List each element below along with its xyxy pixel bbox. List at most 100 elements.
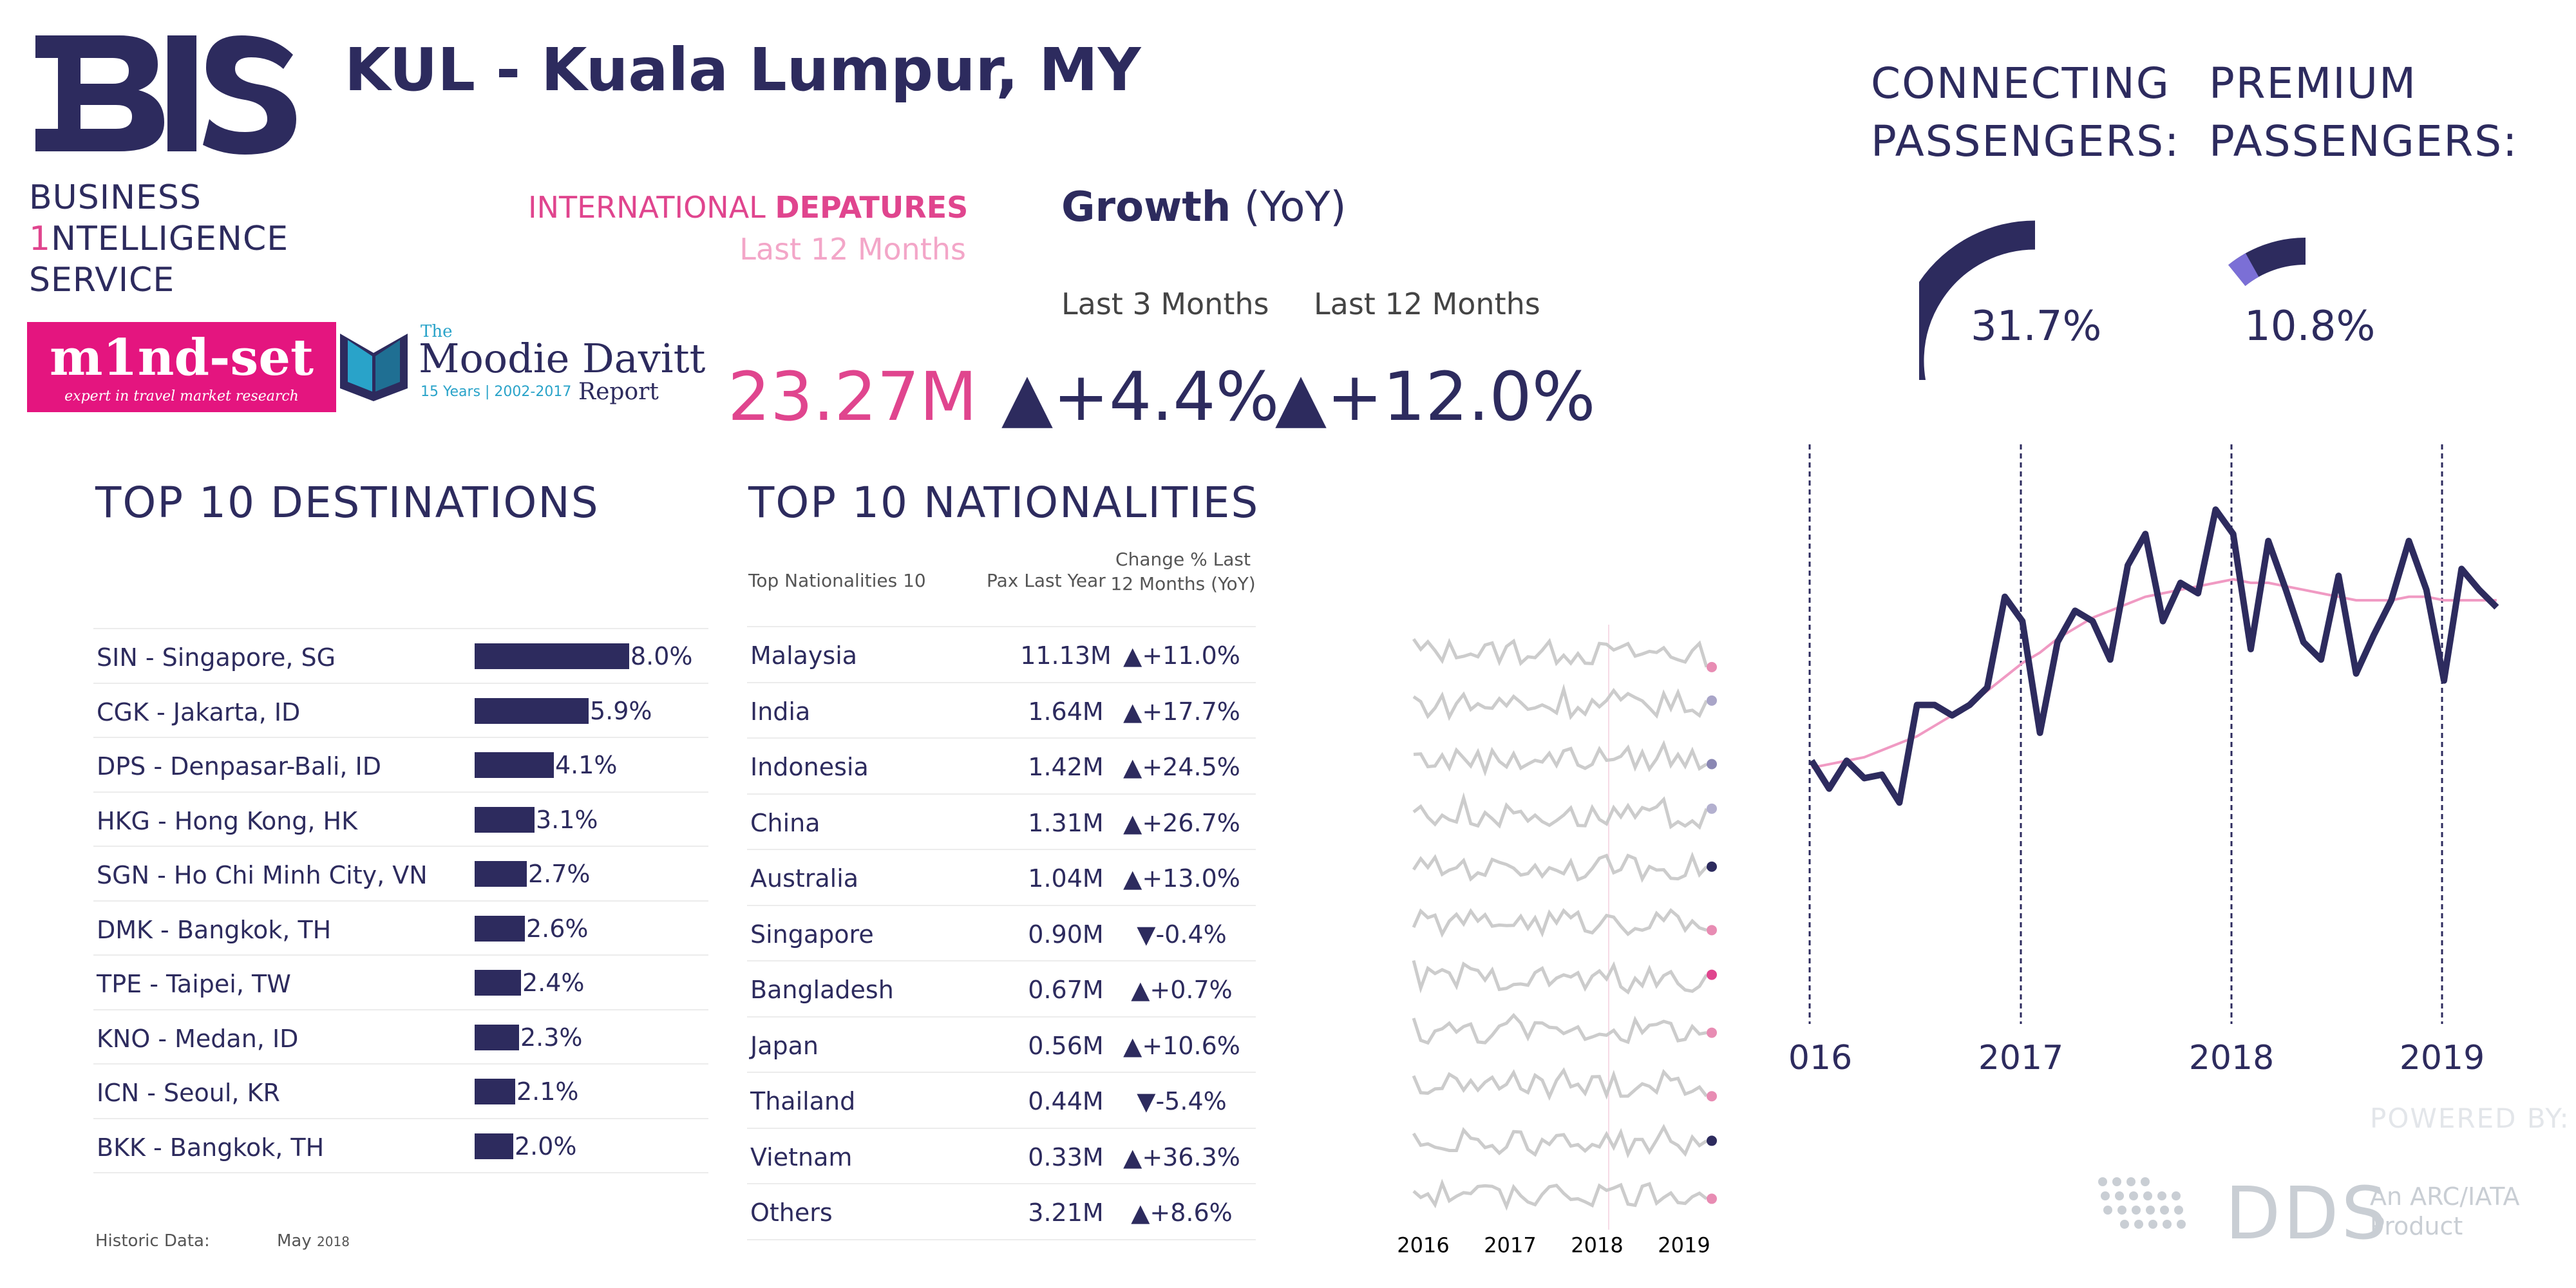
sparkline-end-dot [1707, 925, 1717, 936]
connecting-pct: 31.7% [1971, 303, 2102, 350]
dest-value: 2.3% [520, 1023, 583, 1052]
dest-bar [475, 752, 554, 778]
sparkline [1412, 791, 1709, 830]
dest-value: 2.1% [516, 1077, 579, 1106]
dest-row: TPE - Taipei, TW 2.4% [93, 954, 708, 1009]
nat-bottom-rule [747, 1238, 1256, 1240]
dds-dot [2177, 1220, 2186, 1229]
nat-pax: 1.42M [1028, 753, 1104, 781]
nat-change: ▲+10.6% [1123, 1031, 1240, 1060]
sparkline-end-dot [1707, 1193, 1717, 1204]
page-title: KUL - Kuala Lumpur, MY [345, 35, 1141, 104]
nat-name: China [750, 808, 820, 837]
nat-name: Indonesia [750, 753, 869, 781]
nat-change: ▲+0.7% [1131, 976, 1233, 1004]
mindset-name: m1nd-set [50, 328, 314, 387]
nat-name: Japan [750, 1031, 819, 1060]
nat-pax: 1.31M [1028, 808, 1104, 837]
sparkline-end-dot [1707, 1091, 1717, 1102]
departures-value: 23.27M [728, 357, 978, 436]
nationalities-title: TOP 10 NATIONALITIES [748, 478, 1260, 527]
dds-dot [2141, 1177, 2150, 1186]
nat-name: Malaysia [750, 641, 858, 670]
growth-heading: Growth (YoY) [1061, 184, 1346, 231]
dest-row: DPS - Denpasar-Bali, ID 4.1% [93, 737, 708, 791]
nat-row: Others 3.21M ▲+8.6% [747, 1183, 1256, 1239]
nat-name: Australia [750, 864, 859, 893]
year-tick-label: 2018 [2189, 1039, 2274, 1077]
sparkline-end-dot [1707, 695, 1717, 706]
nat-pax: 11.13M [1020, 641, 1112, 670]
dds-dot [2160, 1206, 2169, 1215]
dds-dot [2163, 1220, 2172, 1229]
dest-name: DPS - Denpasar-Bali, ID [97, 752, 382, 781]
nat-row: China 1.31M ▲+26.7% [747, 793, 1256, 849]
dds-dot [2101, 1191, 2110, 1200]
historic-label: Historic Data: [95, 1231, 210, 1251]
sparkline [1412, 1012, 1707, 1045]
nat-change: ▲+26.7% [1123, 808, 1240, 837]
connecting-label-1: CONNECTING [1871, 59, 2170, 108]
nat-change: ▲+8.6% [1131, 1198, 1233, 1227]
moodie-the: The [421, 322, 453, 341]
sparkline-end-dot [1707, 759, 1717, 770]
nat-name: India [750, 697, 811, 726]
nationality-sparklines: 2016 2017 2018 2019 [1397, 625, 1717, 1258]
nat-row: Thailand 0.44M ▼-5.4% [747, 1072, 1256, 1128]
dest-value: 3.1% [536, 805, 598, 834]
dds-dot [2132, 1206, 2141, 1215]
dds-dot [2134, 1220, 2143, 1229]
dest-value: 2.0% [515, 1132, 577, 1160]
nat-pax: 0.90M [1028, 920, 1104, 949]
dest-bar [475, 697, 589, 724]
premium-label-2: PASSENGERS: [2209, 117, 2519, 166]
trend-series-line [1811, 578, 2497, 770]
sparkline [1412, 1124, 1708, 1159]
mindset-logo: m1nd-set expert in travel market researc… [27, 322, 336, 412]
historic-month: May [277, 1231, 312, 1251]
nat-change: ▲+11.0% [1123, 641, 1240, 670]
mindset-tagline: expert in travel market research [64, 388, 299, 404]
departures-label-b: DEPATURES [775, 190, 969, 225]
premium-label: PREMIUM PASSENGERS: [2209, 55, 2518, 171]
sparkline [1412, 851, 1708, 883]
moodie-davitt-logo: The Moodie Davitt 15 Years | 2002-2017 R… [340, 322, 705, 412]
dest-bar [475, 643, 629, 669]
nat-row: India 1.64M ▲+17.7% [747, 681, 1256, 738]
dest-value: 8.0% [630, 642, 693, 670]
growth-12m-value: ▲+12.0% [1275, 357, 1596, 436]
dest-name: TPE - Taipei, TW [97, 970, 291, 998]
sparkline [1412, 1067, 1708, 1101]
nat-name: Bangladesh [750, 976, 894, 1004]
nat-name: Vietnam [750, 1142, 853, 1171]
bis-wordmark: BUSINESS 1NTELLIGENCE SERVICE [29, 177, 289, 301]
moodie-name: Moodie Davitt [419, 335, 706, 382]
dds-dot [2098, 1177, 2107, 1186]
dest-value: 4.1% [555, 751, 618, 779]
nat-row: Japan 0.56M ▲+10.6% [747, 1016, 1256, 1072]
nat-row: Vietnam 0.33M ▲+36.3% [747, 1127, 1256, 1184]
bis-line-2: NTELLIGENCE [51, 220, 289, 258]
dest-row: ICN - Seoul, KR 2.1% [93, 1063, 708, 1118]
nationalities-table: Malaysia 11.13M ▲+11.0% India 1.64M ▲+17.7% In… [747, 626, 1256, 1240]
nat-row: Indonesia 1.42M ▲+24.5% [747, 737, 1256, 793]
nat-row: Australia 1.04M ▲+13.0% [747, 849, 1256, 905]
bis-line-3: SERVICE [29, 261, 175, 299]
dest-value: 2.4% [522, 969, 585, 997]
dest-row: KNO - Medan, ID 2.3% [93, 1009, 708, 1064]
sparkline-end-dot [1707, 1135, 1717, 1146]
dds-dots-icon [2098, 1177, 2186, 1229]
spark-year-label: 2018 [1571, 1233, 1623, 1258]
growth-suffix: (YoY) [1244, 184, 1347, 231]
departures-trend-chart: 2016 2017 2018 2019 [1790, 444, 2499, 1077]
dds-sub-1: An ARC/IATA [2370, 1182, 2520, 1211]
dds-dot [2120, 1220, 2129, 1229]
sparkline-end-dot [1707, 969, 1717, 980]
dest-bottom-rule [93, 1172, 708, 1173]
dest-name: HKG - Hong Kong, HK [97, 806, 358, 835]
col-pax: Pax Last Year [987, 570, 1106, 591]
destinations-title: TOP 10 DESTINATIONS [95, 478, 600, 527]
dest-name: CGK - Jakarta, ID [97, 697, 301, 726]
dest-name: SGN - Ho Chi Minh City, VN [97, 861, 428, 889]
nat-pax: 3.21M [1028, 1198, 1104, 1227]
